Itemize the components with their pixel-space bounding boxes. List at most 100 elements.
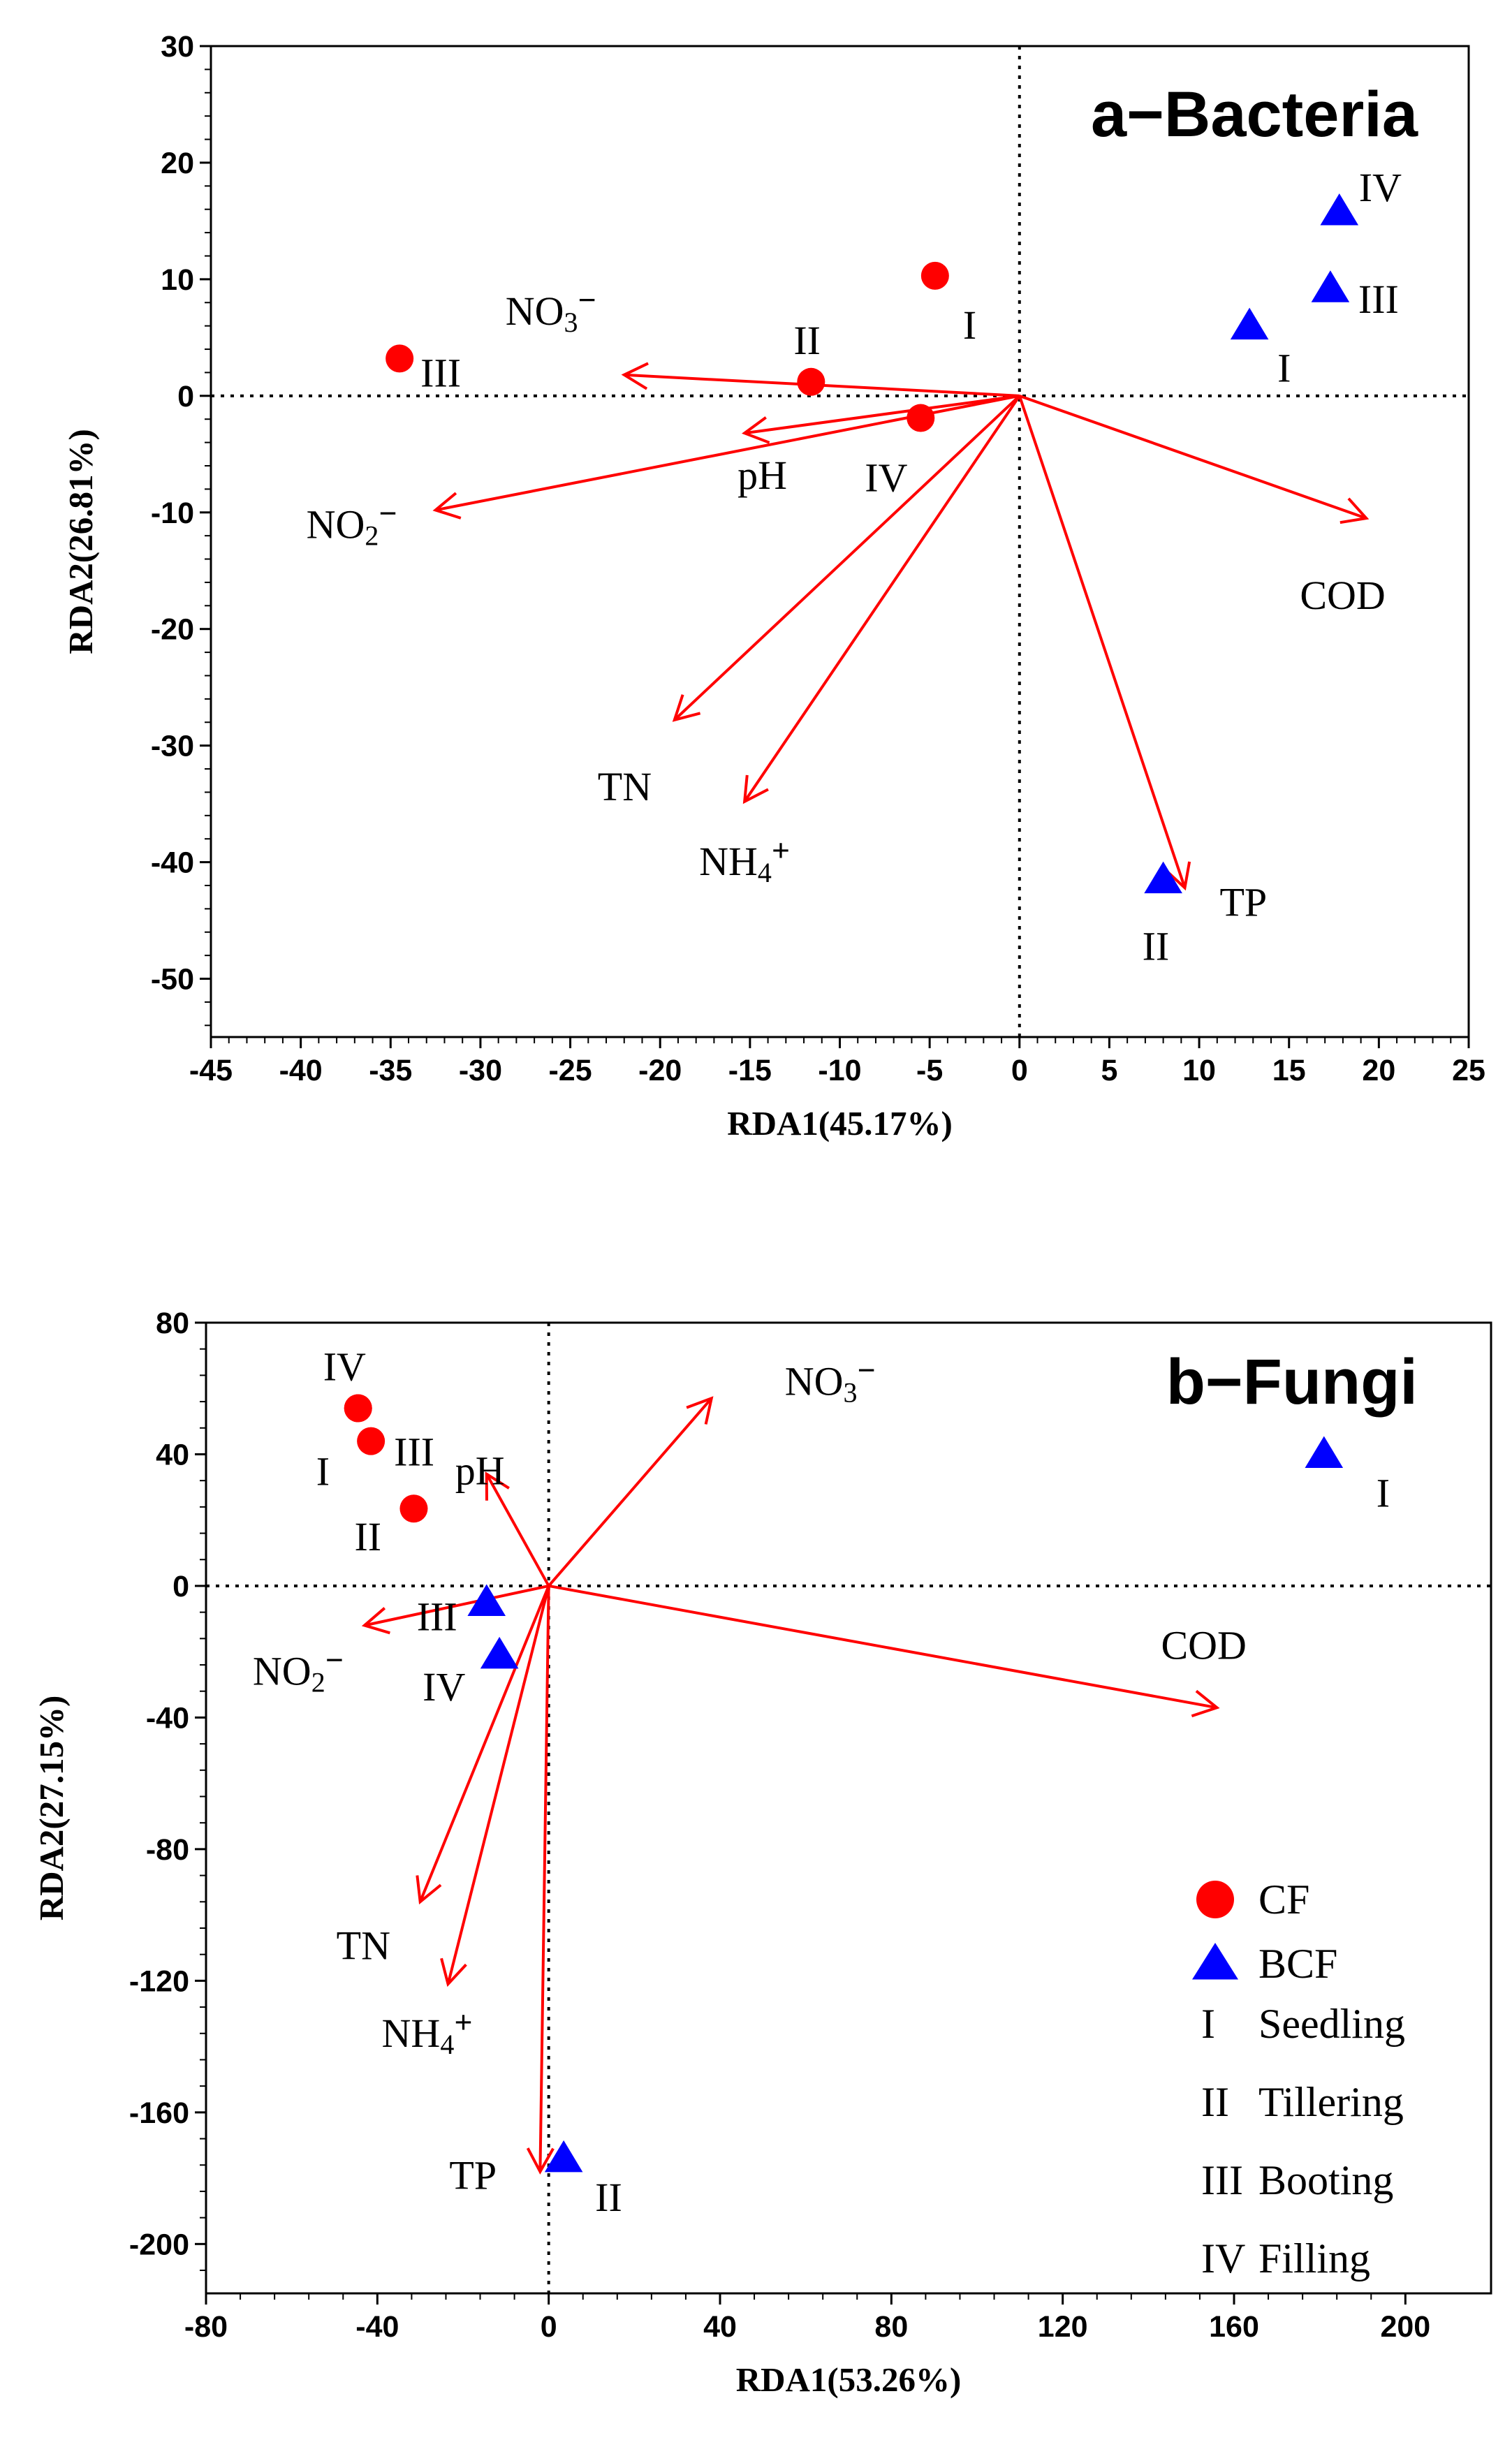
x-tick-label: 20 <box>1362 1054 1395 1087</box>
vector-nh4 <box>743 395 1021 802</box>
x-axis-label: RDA1(53.26%) <box>736 2360 962 2399</box>
plot-frame <box>205 1321 1492 2295</box>
x-tick-label: -5 <box>916 1054 943 1087</box>
vector-label-nh4: NH4+ <box>382 2004 473 2060</box>
point-bcf-II <box>544 2140 583 2173</box>
y-tick-label: -40 <box>151 846 194 880</box>
legend-stage-booting: Booting <box>1258 2157 1393 2203</box>
x-tick-label: 25 <box>1452 1054 1485 1087</box>
vector-head-tn <box>672 694 701 722</box>
point-bcf-III <box>1311 270 1350 302</box>
vector-label-nh4: NH4+ <box>699 832 790 888</box>
x-tick-label: -40 <box>355 2310 399 2344</box>
legend-marker-cf <box>1196 1881 1234 1918</box>
y-axis-label: RDA2(26.81%) <box>61 429 100 654</box>
point-label-bcf-II: II <box>1143 924 1170 969</box>
point-label-cf-IV: IV <box>865 455 907 501</box>
x-tick-label: 5 <box>1101 1054 1117 1087</box>
y-tick-label: 40 <box>156 1438 189 1471</box>
point-label-cf-II: II <box>793 318 821 363</box>
point-cf-I <box>920 261 949 290</box>
point-label-cf-III: III <box>420 350 461 395</box>
x-tick-label: 160 <box>1209 2310 1259 2344</box>
point-bcf-III <box>467 1584 506 1617</box>
chart-title: b−Fungi <box>1166 1346 1418 1418</box>
point-label-cf-I: I <box>316 1449 330 1494</box>
point-bcf-IV <box>1320 193 1359 226</box>
plot-frame <box>210 45 1470 1038</box>
x-tick-label: 120 <box>1038 2310 1088 2344</box>
point-label-bcf-IV: IV <box>1359 165 1402 210</box>
vector-label-no2: NO2− <box>307 495 397 551</box>
point-label-bcf-I: I <box>1277 346 1291 391</box>
x-tick-label: -40 <box>279 1054 323 1087</box>
y-tick-label: 0 <box>173 1570 189 1603</box>
point-cf-IV <box>344 1394 372 1423</box>
vector-label-no2: NO2− <box>253 1642 344 1698</box>
vector-head-no2 <box>432 492 462 520</box>
y-tick-label: -30 <box>151 730 194 763</box>
legend-marker-bcf <box>1192 1943 1238 1980</box>
vector-head-ph <box>485 1471 510 1501</box>
vector-tp <box>538 1585 550 2172</box>
x-tick-label: 0 <box>541 2310 557 2344</box>
vector-head-nh4 <box>440 1957 467 1987</box>
point-bcf-IV <box>480 1636 519 1669</box>
x-tick-label: 80 <box>874 2310 908 2344</box>
legend-stage-tillering: Tillering <box>1258 2079 1404 2125</box>
vector-label-tn: TN <box>337 1923 390 1968</box>
point-label-bcf-III: III <box>1358 277 1399 322</box>
x-tick-label: 0 <box>1011 1054 1028 1087</box>
y-tick-label: -200 <box>129 2228 189 2261</box>
y-tick-label: -160 <box>129 2096 189 2130</box>
vector-head-tn <box>416 1875 442 1905</box>
x-tick-label: 40 <box>703 2310 737 2344</box>
y-tick-label: -120 <box>129 1964 189 1998</box>
y-axis-label: RDA2(27.15%) <box>32 1696 71 1921</box>
vector-head-no2 <box>361 1607 390 1635</box>
x-tick-label: -45 <box>189 1054 233 1087</box>
vector-cod <box>1019 394 1367 520</box>
vector-ph <box>485 1473 550 1587</box>
point-bcf-I <box>1305 1436 1344 1468</box>
vector-no2 <box>364 1584 550 1627</box>
x-tick-label: 10 <box>1182 1054 1216 1087</box>
vector-ph <box>744 394 1020 435</box>
point-label-cf-III: III <box>394 1430 434 1475</box>
vector-head-cod <box>1339 497 1370 524</box>
point-label-bcf-III: III <box>417 1594 457 1640</box>
vector-label-tn: TN <box>598 764 652 809</box>
chart-title: a−Bacteria <box>1091 79 1418 150</box>
vector-label-ph: pH <box>455 1448 505 1494</box>
vector-head-ph <box>742 416 770 444</box>
vector-label-no3: NO3− <box>506 282 596 338</box>
point-label-bcf-II: II <box>595 2175 622 2220</box>
point-label-bcf-IV: IV <box>423 1664 465 1710</box>
vector-label-cod: COD <box>1300 573 1385 618</box>
vector-head-cod <box>1191 1689 1220 1718</box>
x-tick-label: -30 <box>459 1054 502 1087</box>
legend-label-bcf: BCF <box>1258 1941 1337 1987</box>
vector-nh4 <box>446 1585 550 1985</box>
chart-panel-b: -80 -40 0 40 80 120 160 200 -200 -160 -120 -80 -40 0 4… <box>32 1307 1492 2399</box>
point-cf-III <box>357 1427 386 1455</box>
chart-panel-a: -45 -40 -35 -30 -25 -20 -15 -10 -5 0 5 10 15 20 25-50-… <box>61 30 1485 1142</box>
vector-label-tp: TP <box>449 2153 497 2198</box>
point-cf-II <box>399 1494 428 1523</box>
y-tick-label: -80 <box>146 1833 189 1867</box>
point-label-bcf-I: I <box>1377 1470 1390 1515</box>
x-tick-label: 200 <box>1380 2310 1430 2344</box>
vector-tn <box>418 1585 550 1903</box>
x-tick-label: -20 <box>638 1054 682 1087</box>
y-tick-label: -10 <box>151 497 194 530</box>
vector-label-cod: COD <box>1161 1622 1246 1668</box>
legend-stage-numeral: IV <box>1201 2235 1245 2281</box>
legend-stage-numeral: II <box>1201 2079 1229 2125</box>
legend-stage-filling: Filling <box>1258 2235 1370 2281</box>
x-tick-label: -10 <box>818 1054 861 1087</box>
legend-label-cf: CF <box>1258 1876 1309 1923</box>
y-tick-label: -40 <box>146 1701 189 1735</box>
x-axis-label: RDA1(45.17%) <box>727 1104 953 1142</box>
x-tick-label: -25 <box>548 1054 592 1087</box>
